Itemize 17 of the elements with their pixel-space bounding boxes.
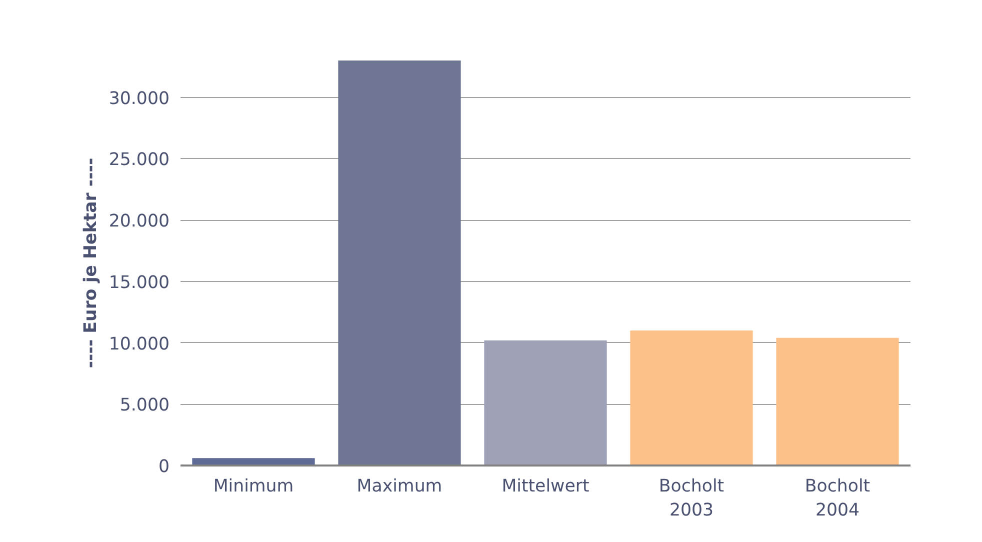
bar <box>630 330 753 466</box>
y-tick-label: 15.000 <box>108 272 170 293</box>
y-tick-label: 0 <box>158 457 170 477</box>
x-tick-label: Bocholt 2004 <box>804 476 870 520</box>
y-tick-label: 20.000 <box>108 212 170 232</box>
bar <box>484 340 607 466</box>
y-tick-label: 30.000 <box>108 88 170 109</box>
x-tick-label: Mittelwert <box>502 476 590 496</box>
bar <box>776 338 899 466</box>
bar <box>338 60 461 466</box>
y-tick-label: 5.000 <box>120 396 170 416</box>
y-axis-title: ---- Euro je Hektar ---- <box>80 158 101 368</box>
x-tick-label: Bocholt 2003 <box>658 476 724 520</box>
x-tick-label: Minimum <box>213 476 294 496</box>
y-tick-label: 10.000 <box>108 334 170 354</box>
x-tick-label: Maximum <box>356 476 442 496</box>
y-tick-label: 25.000 <box>108 150 170 170</box>
